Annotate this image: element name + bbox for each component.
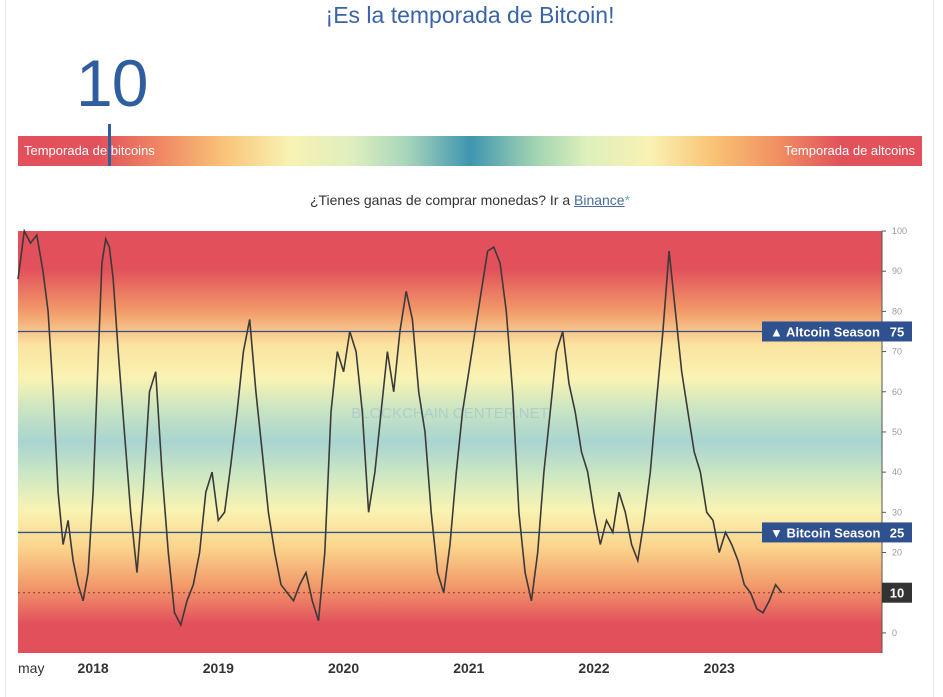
reference-value-25: 25 <box>890 525 904 540</box>
frame-left-border <box>5 0 6 697</box>
reference-value-bg-25 <box>882 522 912 543</box>
x-tick-label-may: may <box>18 660 44 676</box>
watermark: BLOCKCHAIN CENTER.NET <box>351 405 549 422</box>
x-tick-label-2023: 2023 <box>704 660 735 676</box>
asterisk: * <box>624 192 631 208</box>
y-tick-label-70: 70 <box>892 347 902 357</box>
y-tick-label-20: 20 <box>892 548 902 558</box>
frame-right-border <box>933 0 934 697</box>
y-tick-label-90: 90 <box>892 266 902 276</box>
series-line <box>17 228 783 628</box>
index-value: 10 <box>76 46 148 120</box>
y-tick-label-80: 80 <box>892 306 902 316</box>
x-tick-label-2019: 2019 <box>203 660 234 676</box>
y-tick-label-0: 0 <box>892 628 897 638</box>
current-value-bg <box>882 582 912 603</box>
page-title: ¡Es la temporada de Bitcoin! <box>325 2 615 28</box>
current-value-label: 10 <box>890 586 904 601</box>
y-tick-label-50: 50 <box>892 427 902 437</box>
x-tick-label-2018: 2018 <box>78 660 109 676</box>
gauge-marker <box>108 124 111 166</box>
buy-prompt-text: ¿Tienes ganas de comprar monedas? Ir a <box>309 192 574 208</box>
y-tick-label-30: 30 <box>892 507 902 517</box>
x-tick-label-2021: 2021 <box>453 660 484 676</box>
chart-background-bands <box>18 231 882 653</box>
altcoin-season-chart: BLOCKCHAIN CENTER.NET 0 10 20 30 40 50 60 70 80 9… <box>17 226 912 676</box>
x-tick-label-2022: 2022 <box>578 660 609 676</box>
y-tick-label-60: 60 <box>892 387 902 397</box>
binance-link[interactable]: Binance <box>574 192 625 208</box>
y-tick-label-100: 100 <box>892 226 907 236</box>
gauge-left-label: Temporada de bitcoins <box>24 143 155 158</box>
x-tick-label-2020: 2020 <box>328 660 359 676</box>
buy-prompt: ¿Tienes ganas de comprar monedas? Ir a B… <box>0 192 940 208</box>
reference-label-75: ▲ Altcoin Season <box>770 324 880 339</box>
reference-value-bg-75 <box>882 321 912 342</box>
reference-label-bg-75 <box>762 321 882 342</box>
y-tick-label-40: 40 <box>892 467 902 477</box>
season-gauge-bar <box>18 136 922 166</box>
reference-label-25: ▼ Bitcoin Season <box>770 525 880 540</box>
gauge-right-label: Temporada de altcoins <box>784 143 915 158</box>
reference-label-bg-25 <box>762 522 882 543</box>
reference-value-75: 75 <box>890 324 904 339</box>
